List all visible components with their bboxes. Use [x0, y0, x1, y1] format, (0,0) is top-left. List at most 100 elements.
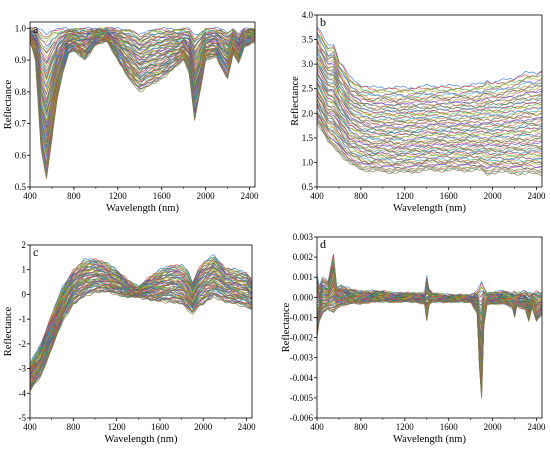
series-line [317, 299, 542, 399]
series-line [30, 31, 255, 72]
series-line [317, 88, 542, 146]
series-line [317, 296, 542, 371]
series-line [317, 297, 542, 376]
series-line [317, 92, 542, 148]
x-tick-label: 2000 [197, 191, 216, 201]
y-tick-label: 1.0 [15, 23, 27, 33]
series-line [317, 104, 542, 159]
y-tick-label: -2 [19, 339, 27, 349]
series-line [317, 57, 542, 117]
chart-panel-c: 400 800 1200 1600 2000 2400 -5 -4 -3 -2 -1 0 1 2 Wavel… [3, 240, 256, 445]
plot-frame [316, 14, 543, 188]
y-tick-label: 0.002 [293, 252, 313, 262]
series-group [317, 254, 542, 399]
series-line [317, 297, 542, 378]
series-line [317, 119, 542, 173]
x-tick-label: 400 [310, 191, 324, 201]
x-tick-label: 2000 [484, 191, 503, 201]
x-tick-label: 400 [310, 422, 324, 432]
series-line [317, 46, 542, 107]
series-line [317, 298, 542, 394]
y-tick-label: 0.7 [15, 119, 27, 129]
x-tick-label: 1200 [108, 422, 127, 432]
series-line [317, 118, 542, 172]
series-line [317, 297, 542, 382]
chart-panel-a: 400 800 1200 1600 2000 2400 0.5 0.6 0.7 0.8 0.9 1.0… [3, 21, 259, 214]
y-tick-label: -0.003 [290, 353, 314, 363]
y-tick-label: 0.001 [293, 272, 313, 282]
series-line [317, 298, 542, 393]
y-tick-label: 2.0 [302, 108, 314, 118]
series-line [317, 65, 542, 124]
series-line [317, 85, 542, 143]
y-tick-label: 0.5 [302, 182, 314, 192]
y-tick-label: -0.005 [290, 393, 314, 403]
y-axis-label: Reflectance [281, 302, 292, 352]
chart-panel-d: 400 800 1200 1600 2000 2400 -0.006 -0.005 -0.004… [281, 232, 546, 445]
y-tick-label: 1 [22, 265, 27, 275]
series-line [317, 53, 542, 113]
series-line [317, 61, 542, 120]
series-line [317, 88, 542, 144]
y-axis-label: Reflectance [3, 306, 14, 356]
series-line [30, 290, 252, 391]
y-tick-label: -4 [19, 388, 27, 398]
series-line [317, 48, 542, 110]
series-line [30, 267, 252, 374]
plot-frame [29, 21, 256, 188]
series-line [30, 282, 252, 386]
series-line [30, 28, 255, 47]
series-line [317, 278, 542, 330]
x-tick-label: 800 [67, 422, 81, 432]
y-tick-label: 3.5 [302, 35, 314, 45]
series-line [317, 296, 542, 368]
series-group [30, 26, 255, 179]
y-tick-label: 4.0 [302, 10, 314, 20]
series-line [317, 61, 542, 122]
x-tick-label: 2400 [528, 422, 547, 432]
series-line [317, 298, 542, 383]
series-line [317, 122, 542, 176]
y-tick-label: -1 [19, 314, 27, 324]
x-tick-label: 2000 [484, 422, 503, 432]
series-line [317, 95, 542, 151]
series-line [317, 299, 542, 398]
series-line [317, 32, 542, 95]
x-tick-label: 2400 [238, 422, 257, 432]
series-line [317, 97, 542, 152]
series-line [317, 72, 542, 130]
series-line [30, 29, 255, 59]
series-line [317, 111, 542, 164]
series-line [317, 298, 542, 383]
x-tick-label: 2400 [528, 191, 547, 201]
y-tick-label: 0.9 [15, 55, 27, 65]
y-tick-label: 3.0 [302, 59, 314, 69]
y-tick-label: -3 [19, 364, 27, 374]
x-tick-label: 1200 [396, 422, 415, 432]
series-line [317, 113, 542, 166]
x-tick-label: 1600 [440, 422, 459, 432]
y-tick-label: -0.001 [290, 312, 313, 322]
panel-letter: d [320, 237, 326, 251]
series-line [317, 297, 542, 372]
series-line [317, 80, 542, 137]
series-line [30, 264, 252, 371]
series-line [30, 260, 252, 369]
series-group [317, 26, 542, 176]
series-line [30, 39, 255, 179]
y-tick-label: 1.0 [302, 157, 314, 167]
series-line [317, 284, 542, 347]
x-tick-label: 1200 [396, 191, 415, 201]
series-line [317, 35, 542, 99]
series-line [317, 297, 542, 377]
chart-panel-b: 400 800 1200 1600 2000 2400 0.5 1.0 1.5 2.0 2.5 3.0… [290, 10, 546, 214]
series-group [30, 254, 252, 392]
x-tick-label: 400 [23, 191, 37, 201]
y-tick-label: -0.004 [290, 373, 314, 383]
x-axis-label: Wavelength (nm) [106, 203, 179, 214]
series-line [30, 276, 252, 380]
series-line [317, 70, 542, 129]
y-tick-label: 1.5 [302, 133, 314, 143]
x-axis-label: Wavelength (nm) [393, 203, 466, 214]
x-tick-label: 1600 [153, 191, 172, 201]
